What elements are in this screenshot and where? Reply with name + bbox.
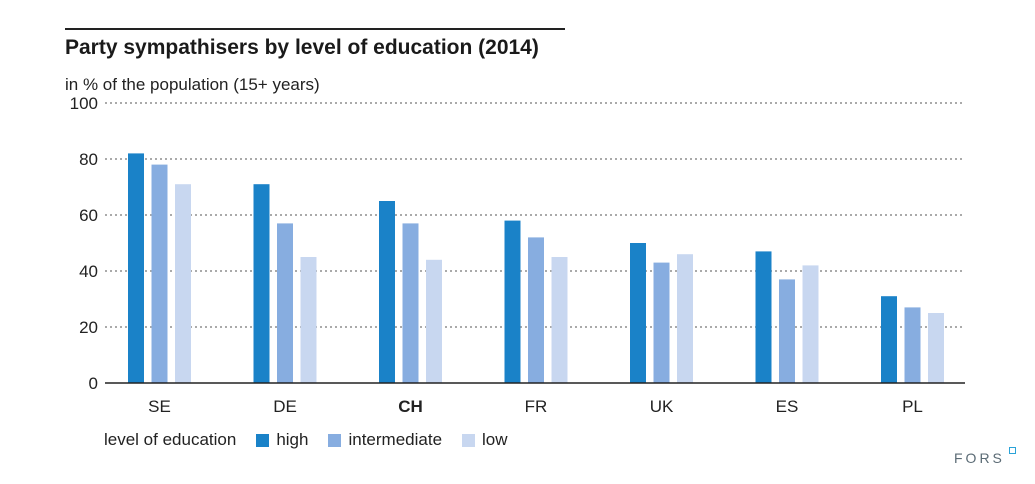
x-tick-label: FR xyxy=(525,397,548,416)
y-tick-label: 40 xyxy=(79,262,98,281)
legend-item-low: low xyxy=(462,430,508,450)
fors-logo-mark xyxy=(1009,447,1016,454)
bar-se-intermediate xyxy=(151,164,168,383)
chart-title: Party sympathisers by level of education… xyxy=(65,36,539,59)
y-tick-label: 60 xyxy=(79,206,98,225)
bar-de-intermediate xyxy=(277,223,293,383)
y-tick-label: 0 xyxy=(89,374,98,393)
bar-es-intermediate xyxy=(779,279,795,383)
legend: level of education high intermediate low xyxy=(104,430,528,450)
bar-ch-low xyxy=(426,259,442,383)
y-tick-label: 80 xyxy=(79,150,98,169)
fors-logo: FORS xyxy=(954,450,1005,466)
legend-label-low: low xyxy=(482,430,508,449)
bar-uk-low xyxy=(677,254,693,383)
chart-subtitle: in % of the population (15+ years) xyxy=(65,75,320,94)
bar-se-high xyxy=(128,153,144,383)
bar-de-high xyxy=(253,184,270,383)
bar-es-low xyxy=(802,265,819,383)
legend-item-high: high xyxy=(256,430,308,450)
bar-ch-intermediate xyxy=(402,223,419,383)
title-rule xyxy=(65,28,565,30)
legend-swatch-high xyxy=(256,433,270,447)
legend-swatch-low xyxy=(462,433,476,447)
bar-ch-high xyxy=(379,201,395,383)
bar-uk-high xyxy=(630,243,646,383)
x-tick-label: CH xyxy=(398,397,423,416)
x-tick-label: PL xyxy=(902,397,923,416)
bar-es-high xyxy=(755,251,772,383)
legend-label-high: high xyxy=(276,430,309,449)
legend-swatch-intermediate xyxy=(328,433,342,447)
bar-pl-low xyxy=(928,313,944,383)
bar-fr-high xyxy=(504,220,521,383)
y-tick-label: 20 xyxy=(79,318,98,337)
legend-label-intermediate: intermediate xyxy=(348,430,443,449)
bar-fr-intermediate xyxy=(528,237,544,383)
legend-item-intermediate: intermediate xyxy=(328,430,442,450)
bar-fr-low xyxy=(551,257,568,383)
x-tick-label: DE xyxy=(273,397,297,416)
bar-pl-intermediate xyxy=(904,307,921,383)
x-tick-label: UK xyxy=(650,397,674,416)
bar-de-low xyxy=(300,257,317,383)
bar-uk-intermediate xyxy=(653,262,670,383)
x-tick-label: ES xyxy=(776,397,799,416)
bar-se-low xyxy=(175,184,191,383)
legend-title: level of education xyxy=(104,430,237,449)
y-tick-label: 100 xyxy=(70,94,98,113)
x-tick-label: SE xyxy=(148,397,171,416)
bar-pl-high xyxy=(881,296,897,383)
